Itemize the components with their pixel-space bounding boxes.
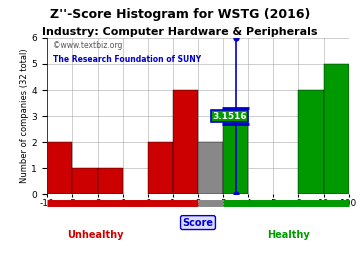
Bar <box>198 142 223 194</box>
Bar <box>47 142 72 194</box>
Y-axis label: Number of companies (32 total): Number of companies (32 total) <box>19 49 28 183</box>
Text: The Research Foundation of SUNY: The Research Foundation of SUNY <box>53 55 201 64</box>
Bar <box>173 90 198 194</box>
Bar <box>98 168 123 194</box>
Bar <box>324 64 349 194</box>
Bar <box>148 142 173 194</box>
Text: Healthy: Healthy <box>267 230 310 240</box>
Text: 3.1516: 3.1516 <box>212 112 247 121</box>
Text: Unhealthy: Unhealthy <box>67 230 123 240</box>
Text: ©www.textbiz.org: ©www.textbiz.org <box>53 41 122 50</box>
Bar <box>72 168 98 194</box>
Bar <box>298 90 324 194</box>
Text: Z''-Score Histogram for WSTG (2016): Z''-Score Histogram for WSTG (2016) <box>50 8 310 21</box>
Bar <box>223 116 248 194</box>
Text: Score: Score <box>183 218 213 228</box>
Text: Industry: Computer Hardware & Peripherals: Industry: Computer Hardware & Peripheral… <box>42 27 318 37</box>
